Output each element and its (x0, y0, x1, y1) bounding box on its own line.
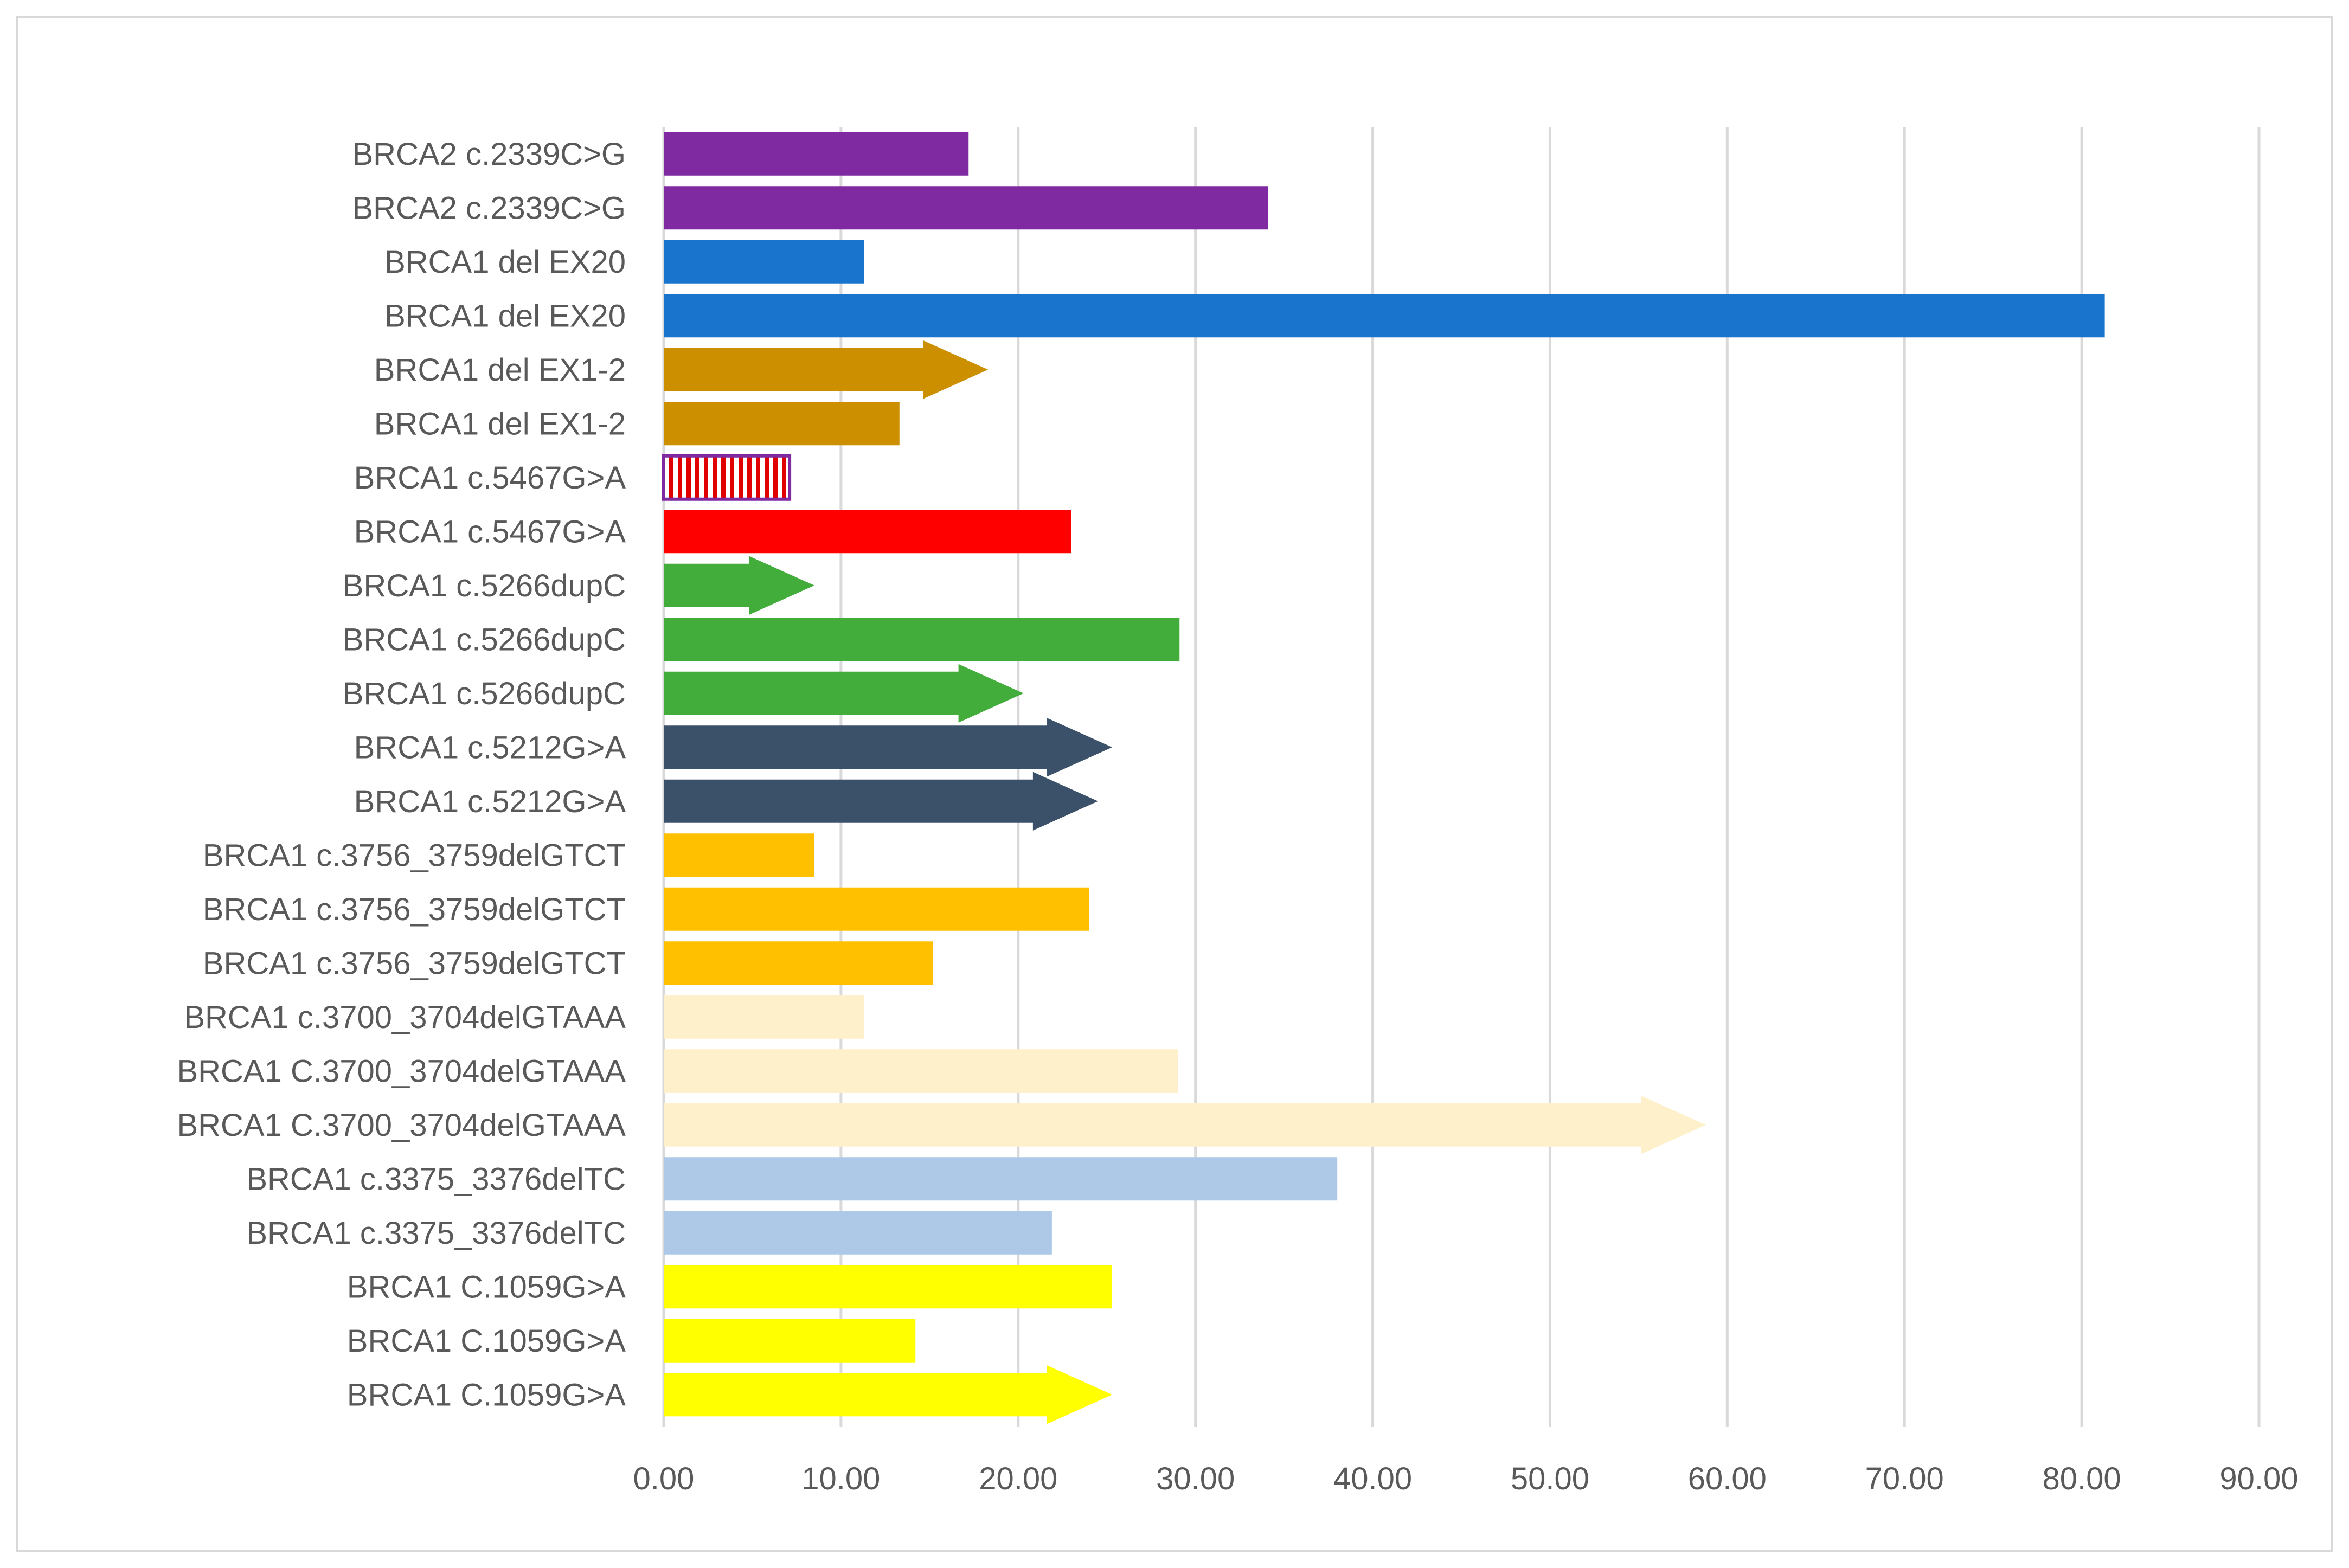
bar-16 (664, 941, 933, 985)
bar-14 (664, 833, 814, 877)
category-label-2: BRCA2 c.2339C>G (352, 190, 626, 226)
category-label-5: BRCA1 del EX1-2 (374, 352, 626, 388)
gridlines (662, 127, 2261, 1427)
bar-2 (664, 186, 1268, 230)
x-tick-label-8: 80.00 (2043, 1461, 2121, 1496)
category-label-1: BRCA2 c.2339C>G (352, 137, 626, 172)
category-label-24: BRCA1 C.1059G>A (347, 1377, 626, 1412)
category-label-4: BRCA1 del EX20 (384, 298, 626, 333)
bar-12 (664, 718, 1113, 777)
bars (662, 132, 2105, 1424)
x-tick-label-3: 30.00 (1156, 1461, 1235, 1496)
x-tick-label-1: 10.00 (801, 1461, 880, 1496)
category-label-17: BRCA1 c.3700_3704delGTAAA (184, 1000, 626, 1035)
bar-chart: BRCA2 c.2339C>G BRCA2 c.2339C>G BRCA1 del … (177, 127, 2299, 1496)
category-label-11: BRCA1 c.5266dupC (343, 676, 626, 711)
category-label-12: BRCA1 c.5212G>A (354, 730, 626, 765)
category-labels: BRCA2 c.2339C>G BRCA2 c.2339C>G BRCA1 del … (177, 137, 626, 1413)
bar-9 (664, 556, 814, 615)
bar-4 (664, 294, 2105, 338)
x-tick-label-2: 20.00 (979, 1461, 1057, 1496)
bar-21 (664, 1211, 1052, 1255)
category-label-20: BRCA1 c.3375_3376delTC (246, 1161, 626, 1197)
category-label-22: BRCA1 C.1059G>A (347, 1269, 626, 1304)
category-label-8: BRCA1 c.5467G>A (354, 514, 626, 549)
chart-frame: BRCA2 c.2339C>G BRCA2 c.2339C>G BRCA1 del … (16, 16, 2333, 1552)
category-label-18: BRCA1 C.3700_3704delGTAAA (177, 1053, 626, 1089)
category-label-9: BRCA1 c.5266dupC (343, 568, 626, 603)
bar-8 (664, 510, 1071, 554)
bar-20 (664, 1157, 1338, 1201)
bar-15 (664, 887, 1089, 931)
bar-22 (664, 1265, 1113, 1309)
bar-24 (664, 1365, 1113, 1424)
bar-17 (664, 995, 864, 1039)
x-axis-ticks: 0.00 10.00 20.00 30.00 40.00 50.00 60.00 70.00 8… (633, 1461, 2299, 1496)
x-tick-label-6: 60.00 (1688, 1461, 1767, 1496)
bar-11 (664, 664, 1024, 723)
category-label-21: BRCA1 c.3375_3376delTC (246, 1216, 626, 1251)
category-label-23: BRCA1 C.1059G>A (347, 1323, 626, 1359)
bar-18 (664, 1049, 1178, 1093)
category-label-3: BRCA1 del EX20 (384, 245, 626, 280)
category-label-15: BRCA1 c.3756_3759delGTCT (203, 892, 626, 927)
category-label-19: BRCA1 C.3700_3704delGTAAA (177, 1108, 626, 1143)
bar-1 (664, 132, 969, 176)
category-label-13: BRCA1 c.5212G>A (354, 784, 626, 819)
bar-7 (662, 454, 792, 501)
x-tick-label-9: 90.00 (2219, 1461, 2298, 1496)
bar-19 (664, 1095, 1706, 1154)
x-tick-label-0: 0.00 (633, 1461, 695, 1496)
category-label-14: BRCA1 c.3756_3759delGTCT (203, 838, 626, 873)
category-label-16: BRCA1 c.3756_3759delGTCT (203, 946, 626, 981)
bar-5 (664, 340, 989, 399)
x-tick-label-4: 40.00 (1333, 1461, 1412, 1496)
category-label-10: BRCA1 c.5266dupC (343, 622, 626, 657)
bar-13 (664, 772, 1098, 831)
bar-6 (664, 402, 900, 446)
category-label-7: BRCA1 c.5467G>A (354, 460, 626, 496)
bar-3 (664, 240, 864, 284)
x-tick-label-7: 70.00 (1865, 1461, 1944, 1496)
x-tick-label-5: 50.00 (1511, 1461, 1589, 1496)
bar-10 (664, 618, 1180, 661)
bar-23 (664, 1319, 916, 1363)
category-label-6: BRCA1 del EX1-2 (374, 406, 626, 441)
